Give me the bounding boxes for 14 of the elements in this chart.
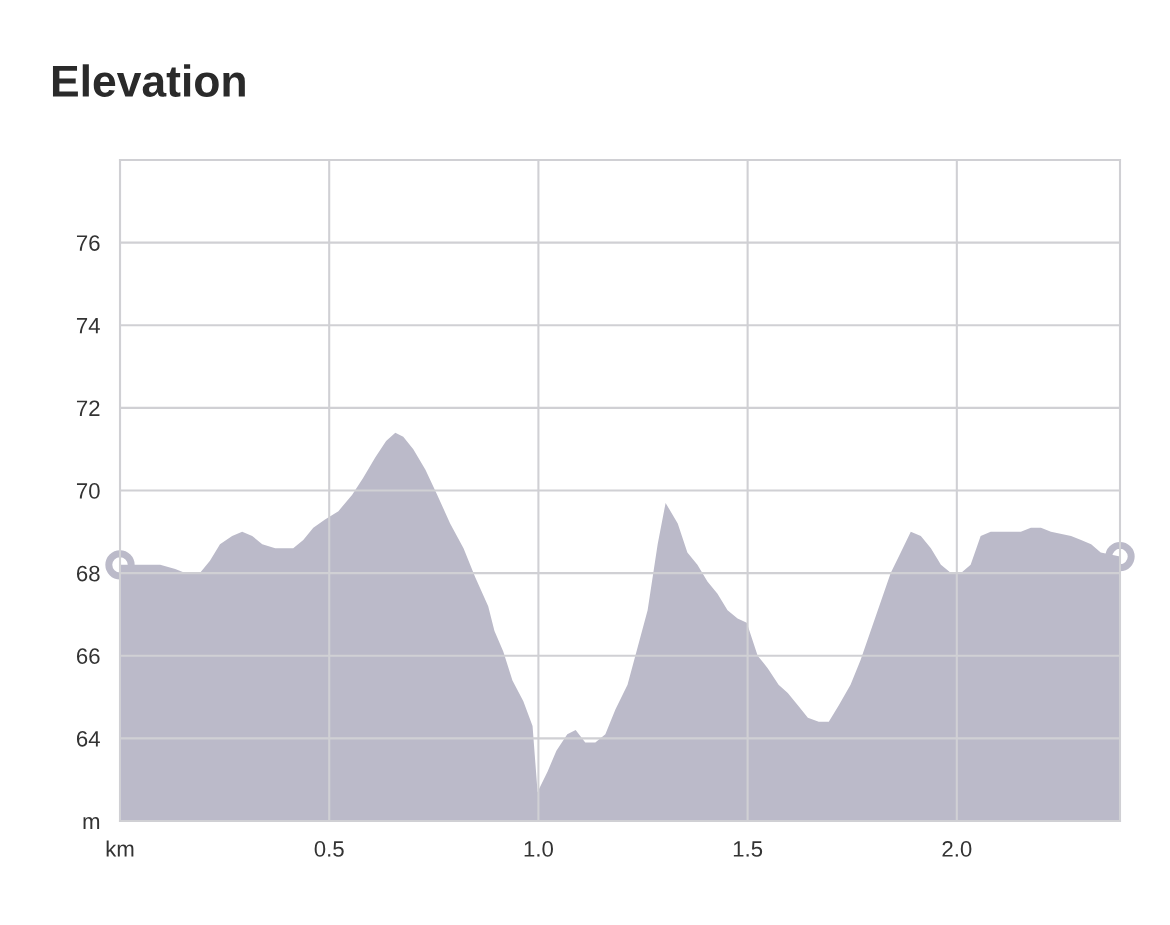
x-tick-label: 1.0: [524, 841, 553, 857]
x-tick-label: 2.0: [942, 841, 972, 857]
y-tick-label: 70: [76, 483, 100, 499]
y-tick-label: 68: [76, 565, 100, 582]
x-tick-label: km: [106, 840, 134, 857]
y-tick-label: 74: [76, 318, 100, 334]
y-tick-label: 64: [76, 730, 100, 747]
y-tick-label: 76: [76, 235, 100, 251]
x-tick-label: 1.5: [733, 841, 763, 857]
y-tick-label: 72: [76, 400, 100, 416]
y-tick-label: m: [83, 817, 100, 830]
y-tick-label: 66: [76, 648, 100, 665]
chart-title: Elevation: [52, 64, 245, 97]
x-tick-label: 0.5: [314, 841, 344, 857]
